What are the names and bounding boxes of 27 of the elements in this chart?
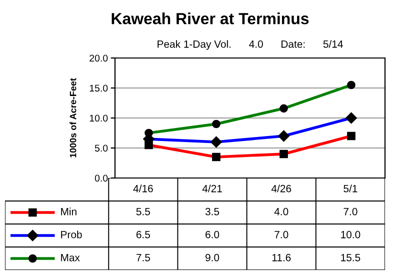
data-label: 5.5 <box>136 208 150 216</box>
chart-subtitle: Peak 1-Day Vol. 4.0 Date: 5/14 <box>158 40 343 50</box>
legend-label: Max <box>61 254 80 262</box>
data-label: 15.5 <box>341 254 360 262</box>
legend-label: Min <box>61 208 76 216</box>
data-label: 7.0 <box>274 230 288 238</box>
data-label: 9.0 <box>206 254 220 262</box>
y-tick-label: 10.0 <box>90 114 108 122</box>
y-tick-label: 0.0 <box>94 174 108 182</box>
data-label: 6.5 <box>136 230 150 238</box>
legend-label: Prob <box>61 230 82 238</box>
x-tick-label: 4/16 <box>133 184 153 192</box>
data-label: 7.5 <box>136 254 150 262</box>
data-label: 6.0 <box>206 230 220 238</box>
data-label: 11.6 <box>272 254 291 262</box>
x-tick-label: 4/26 <box>271 184 292 192</box>
y-tick-label: 20.0 <box>90 54 108 62</box>
y-tick-label: 15.0 <box>90 84 108 92</box>
x-tick-label: 4/21 <box>202 184 222 192</box>
data-label: 7.0 <box>344 208 358 216</box>
y-tick-label: 5.0 <box>94 144 108 152</box>
chart-title: Kaweah River at Terminus <box>112 12 309 24</box>
y-axis-title: 1000s of Acre-Feet <box>70 78 76 158</box>
data-label: 3.5 <box>205 208 220 216</box>
data-label: 4.0 <box>274 208 288 216</box>
data-label: 10.0 <box>341 230 360 238</box>
x-tick-label: 5/1 <box>344 184 358 192</box>
